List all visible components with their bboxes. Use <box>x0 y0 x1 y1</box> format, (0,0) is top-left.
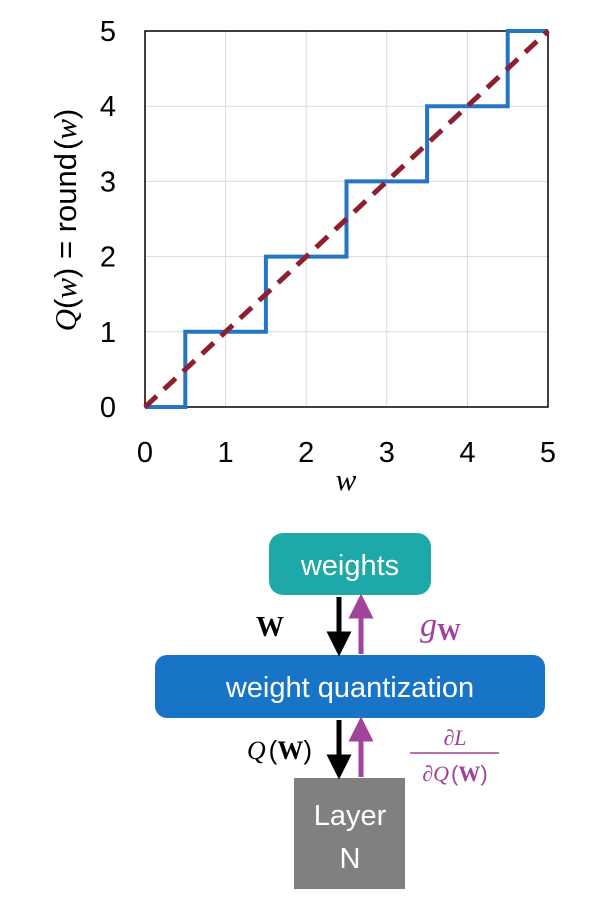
y-tick-label: 2 <box>100 242 116 274</box>
y-tick-label: 5 <box>100 16 116 48</box>
q-w-label: Q (W) <box>247 735 312 765</box>
g-subscript: W <box>437 620 461 646</box>
layer-label-line1: Layer <box>314 800 387 832</box>
gradient-w-label: gW <box>420 607 461 646</box>
y-label-round: = round <box>48 153 83 268</box>
identity-dashed-line <box>143 29 550 409</box>
q-close: ) <box>303 735 312 765</box>
frac-den-q: Q <box>433 761 449 786</box>
y-label-close-1: ) <box>48 268 83 278</box>
y-label-open-1: ( <box>48 298 83 309</box>
y-tick-label: 3 <box>100 166 116 198</box>
g-symbol: g <box>420 607 437 644</box>
layer-label-line2: N <box>340 843 361 875</box>
x-tick-labels: 0 1 2 3 4 5 <box>137 437 556 469</box>
y-label-w-1: w <box>48 278 83 299</box>
frac-den-close: ) <box>480 761 487 786</box>
y-label-close-2: ) <box>48 109 83 119</box>
x-tick-label: 5 <box>540 437 556 469</box>
y-axis-label: Q(w) = round(w) <box>48 109 83 332</box>
q-func: Q <box>247 736 266 765</box>
x-axis-label: w <box>336 462 357 497</box>
weights-label: weights <box>300 550 399 582</box>
y-label-w-2: w <box>48 119 83 140</box>
frac-den-d: ∂ <box>422 761 433 786</box>
frac-den-arg: W <box>458 761 480 786</box>
frac-den-open: ( <box>451 761 459 786</box>
fraction-denominator: ∂Q(W) <box>422 761 487 786</box>
layer-n-box <box>294 778 405 889</box>
weight-quantization-box <box>155 655 545 718</box>
x-tick-label: 0 <box>137 437 153 469</box>
y-label-open-2: ( <box>48 139 83 150</box>
q-open: ( <box>269 735 278 765</box>
quantization-diagram: weights weight quantization Layer N W gW… <box>155 533 545 889</box>
y-tick-label: 0 <box>100 392 116 424</box>
fraction-numerator: ∂L <box>443 725 466 750</box>
x-tick-label: 4 <box>459 437 475 469</box>
weights-box <box>269 533 431 595</box>
x-tick-label: 3 <box>379 437 395 469</box>
y-label-q: Q <box>48 309 83 331</box>
x-tick-label: 1 <box>218 437 234 469</box>
weight-quantization-label: weight quantization <box>225 672 474 704</box>
plot-frame <box>144 30 549 408</box>
series-group <box>143 29 550 409</box>
w-label: W <box>256 612 284 643</box>
y-tick-label: 4 <box>100 91 116 123</box>
y-tick-label: 1 <box>100 317 116 349</box>
q-arg: W <box>277 736 303 765</box>
x-tick-label: 2 <box>298 437 314 469</box>
y-tick-labels: 0 1 2 3 4 5 <box>100 16 116 424</box>
